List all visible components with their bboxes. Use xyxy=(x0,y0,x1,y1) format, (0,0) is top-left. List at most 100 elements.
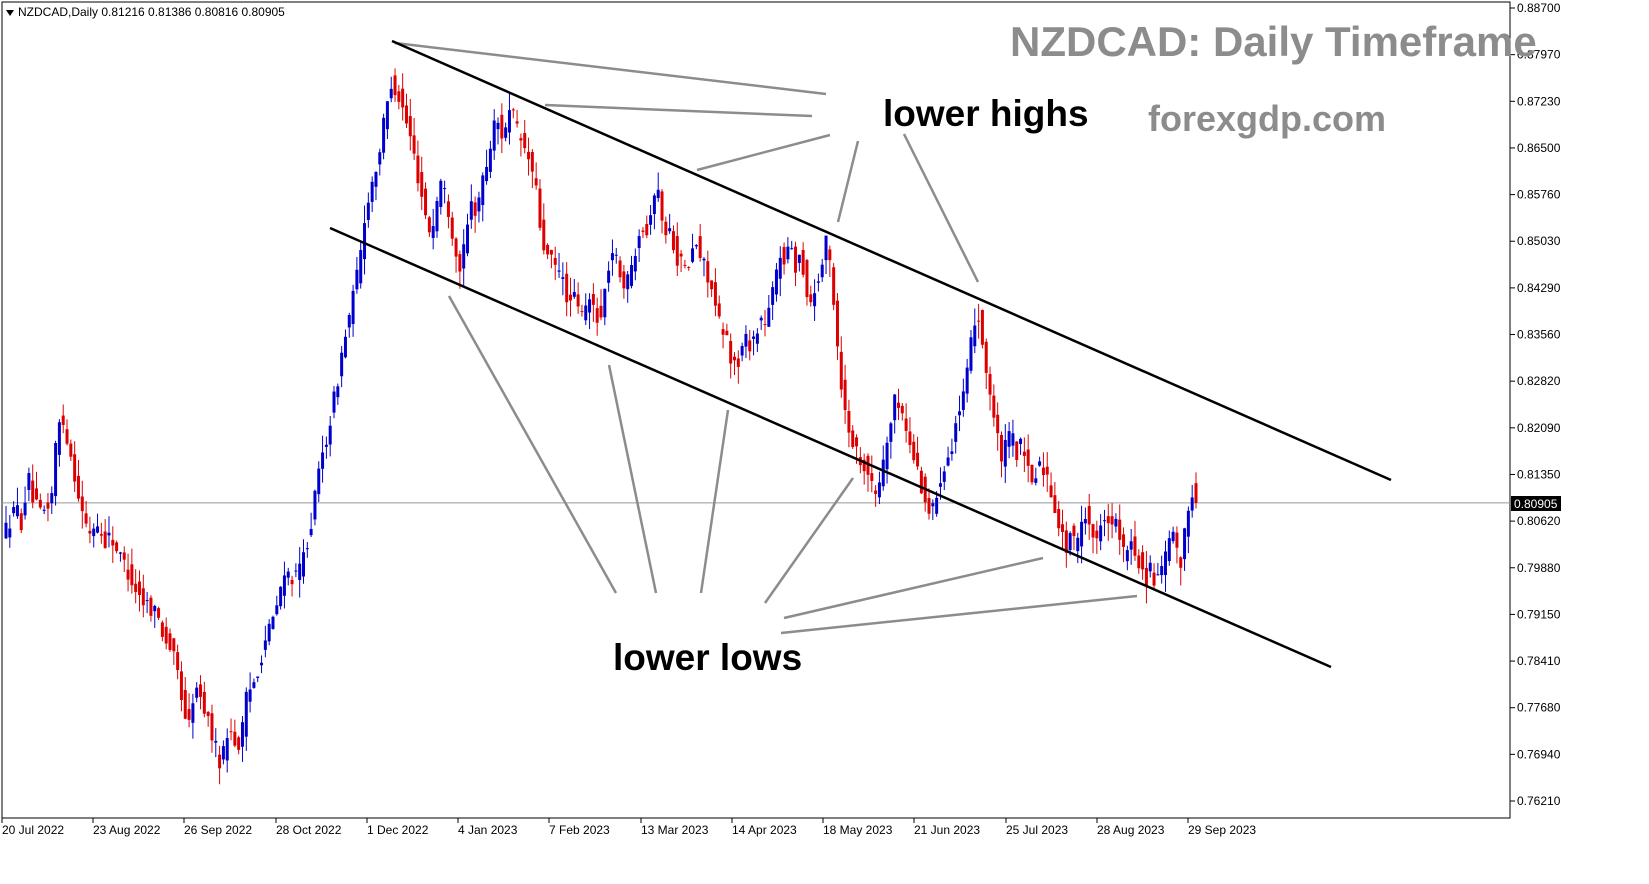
candle-body xyxy=(309,528,313,536)
candle-body xyxy=(237,737,241,750)
candle-body xyxy=(572,291,576,297)
candle-body xyxy=(961,391,965,410)
candle-body xyxy=(340,352,344,377)
candle-body xyxy=(359,250,363,284)
candle-body xyxy=(679,253,683,257)
candle-body xyxy=(115,542,119,552)
lower-lows-label: lower lows xyxy=(613,637,803,678)
candle-body xyxy=(1019,438,1023,445)
candle-body xyxy=(835,300,839,347)
candle-body xyxy=(65,429,69,444)
pointer-line xyxy=(699,409,730,594)
candle-body xyxy=(1076,537,1080,552)
candle-body xyxy=(225,737,229,761)
candle-body xyxy=(538,188,542,228)
candle-body xyxy=(1129,541,1133,550)
candle-body xyxy=(96,526,100,533)
candle-body xyxy=(717,303,721,317)
candle-body xyxy=(881,459,885,487)
price-tick-label: 0.77680 xyxy=(1517,701,1561,715)
candle-body xyxy=(1011,433,1015,446)
candle-body xyxy=(908,431,912,446)
candle-body xyxy=(38,499,42,508)
candle-body xyxy=(1133,536,1137,556)
candle-body xyxy=(500,114,504,139)
candle-body xyxy=(153,605,157,612)
candle-body xyxy=(790,248,794,250)
candle-body xyxy=(649,215,653,225)
candle-body xyxy=(877,482,881,498)
candle-body xyxy=(424,188,428,216)
candle-body xyxy=(46,502,50,509)
candle-body xyxy=(15,505,19,517)
price-tick-label: 0.76940 xyxy=(1517,747,1561,761)
candle-body xyxy=(427,217,431,233)
candle-body xyxy=(118,552,122,554)
candle-body xyxy=(191,703,195,723)
candle-body xyxy=(931,503,935,507)
candle-body xyxy=(263,640,267,650)
candle-body xyxy=(813,293,817,307)
candle-body xyxy=(565,273,569,303)
candle-body xyxy=(221,746,225,760)
candle-body xyxy=(996,414,1000,434)
candle-body xyxy=(466,224,470,254)
candle-body xyxy=(54,443,58,497)
candle-body xyxy=(450,217,454,239)
candle-body xyxy=(900,405,904,414)
candle-body xyxy=(755,333,759,344)
triangle-down-icon[interactable] xyxy=(6,9,14,16)
candle-body xyxy=(439,180,443,208)
candle-body xyxy=(321,452,325,469)
candle-body xyxy=(919,470,923,494)
plot-frame xyxy=(1,1,1511,819)
candle-body xyxy=(248,689,252,702)
candle-body xyxy=(80,496,84,512)
candle-body xyxy=(1106,516,1110,524)
candle-body xyxy=(1175,532,1179,548)
lower-highs-label: lower highs xyxy=(883,93,1089,134)
annotation-pointers xyxy=(394,41,1138,635)
candle-body xyxy=(610,253,614,261)
candle-body xyxy=(935,497,939,514)
pointer-line xyxy=(836,140,860,223)
candle-body xyxy=(351,290,355,325)
pointer-line xyxy=(447,295,618,594)
candle-body xyxy=(374,171,378,187)
candle-body xyxy=(275,605,279,615)
candle-body xyxy=(1183,528,1187,560)
candle-body xyxy=(507,110,511,133)
candle-body xyxy=(179,671,183,700)
candle-body xyxy=(50,493,54,504)
candle-body xyxy=(1118,519,1122,540)
candle-body xyxy=(1144,567,1148,587)
candle-body xyxy=(759,317,763,321)
candle-body xyxy=(35,488,39,500)
candle-body xyxy=(774,269,778,295)
candle-body xyxy=(713,282,717,306)
candle-body xyxy=(721,329,725,335)
candle-body xyxy=(111,539,115,546)
candle-body xyxy=(851,430,855,448)
candle-body xyxy=(816,281,820,283)
candle-body xyxy=(134,583,138,593)
candle-body xyxy=(725,330,729,336)
candle-body xyxy=(1152,572,1156,586)
candle-body xyxy=(763,324,767,326)
candle-body xyxy=(317,468,321,495)
candle-body xyxy=(1156,574,1160,576)
time-tick-label: 1 Dec 2022 xyxy=(367,823,429,837)
price-tick-label: 0.87970 xyxy=(1517,48,1561,62)
candle-body xyxy=(298,563,302,580)
candle-body xyxy=(889,423,893,442)
candle-body xyxy=(664,221,668,236)
candle-body xyxy=(973,325,977,347)
candle-body xyxy=(446,201,450,217)
candle-body xyxy=(652,195,656,215)
candle-body xyxy=(279,586,283,607)
price-tick-label: 0.87230 xyxy=(1517,94,1561,108)
time-tick-label: 25 Jul 2023 xyxy=(1006,823,1068,837)
candle-body xyxy=(607,270,611,283)
candle-body xyxy=(740,345,744,356)
